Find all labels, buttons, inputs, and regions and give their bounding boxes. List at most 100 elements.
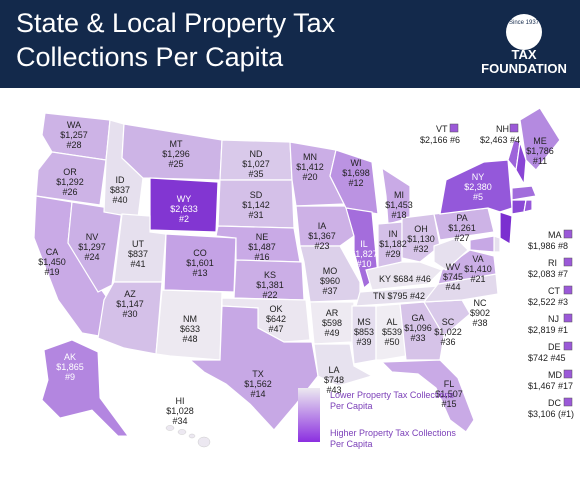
state-MA: [511, 185, 537, 201]
state-rank-ut: #41: [130, 259, 145, 269]
state-rank-nm: #48: [182, 334, 197, 344]
tax-foundation-logo: Since 1937 TAX FOUNDATION: [476, 14, 572, 78]
state-name-al: AL: [386, 317, 397, 327]
state-name-wy: WY: [177, 194, 192, 204]
state-AK: [41, 339, 129, 437]
state-rank-fl: #15: [441, 399, 456, 409]
page-title: State & Local Property Tax Collections P…: [16, 6, 396, 74]
small-state-name-ri: RI: [548, 258, 557, 268]
state-AZ: [97, 281, 163, 355]
state-value-az: $1,147: [116, 299, 144, 309]
state-VA: [437, 249, 497, 285]
state-rank-sc: #36: [440, 337, 455, 347]
state-rank-ne: #16: [254, 252, 269, 262]
state-name-co: CO: [193, 248, 207, 258]
state-name-ms: MS: [357, 317, 371, 327]
state-WY: [149, 177, 219, 233]
state-value-sd: $1,142: [242, 200, 270, 210]
state-rank-wy: #2: [179, 214, 189, 224]
logo-text: TAX FOUNDATION: [481, 47, 567, 76]
state-rank-ga: #33: [410, 333, 425, 343]
small-state-labels: VT$2,166 #6 NH$2,463 #4 MA$1,986 #8 RI$2,08…: [420, 123, 574, 419]
state-value-ny: $2,380: [464, 182, 492, 192]
small-state-value-dc: $3,106 (#1): [528, 409, 574, 419]
state-OR: [35, 151, 107, 206]
state-NY: [439, 159, 513, 215]
state-MS: [351, 305, 377, 365]
state-rank-mt: #25: [168, 159, 183, 169]
state-GA: [399, 301, 445, 361]
state-value-va: $1,410: [464, 264, 492, 274]
state-name-ks: KS: [264, 270, 276, 280]
legend-high-line2: Per Capita: [330, 439, 373, 449]
small-state-value-ri: $2,083 #7: [528, 269, 568, 279]
state-name-ut: UT: [132, 239, 144, 249]
legend-low-line2: Per Capita: [330, 401, 373, 411]
state-name-ny: NY: [472, 172, 485, 182]
state-name-or: OR: [63, 167, 77, 177]
state-name-il: IL: [360, 239, 368, 249]
small-state-swatch-ri: [563, 257, 573, 267]
state-LA: [313, 343, 374, 387]
state-name-nv: NV: [86, 232, 99, 242]
state-MT: [121, 123, 223, 181]
state-value-ne: $1,487: [248, 242, 276, 252]
state-rank-ia: #23: [314, 241, 329, 251]
small-state-name-nh: NH: [496, 124, 509, 134]
state-name-sd: SD: [250, 190, 263, 200]
us-map: WA $1,257 #28 OR $1,292 #26 CA $1,450 #19 NV $1,29…: [0, 88, 580, 482]
state-value-nv: $1,297: [78, 242, 106, 252]
state-rank-ok: #47: [268, 324, 283, 334]
state-rank-ny: #5: [473, 192, 483, 202]
state-value-me: $1,786: [526, 146, 554, 156]
state-rank-al: #50: [384, 337, 399, 347]
state-rank-il: #10: [356, 259, 371, 269]
small-state-name-dc: DC: [548, 398, 561, 408]
state-value-mi: $1,453: [385, 200, 413, 210]
state-value-hi: $1,028: [166, 406, 194, 416]
state-value-mt: $1,296: [162, 149, 190, 159]
state-name-ok: OK: [269, 304, 282, 314]
state-rank-nc: #38: [472, 318, 487, 328]
state-label-tn: TN $795 #42: [373, 291, 425, 301]
state-rank-wi: #12: [348, 178, 363, 188]
small-state-value-de: $742 #45: [528, 353, 566, 363]
state-rank-co: #13: [192, 268, 207, 278]
legend-gradient: [298, 388, 320, 442]
state-rank-ca: #19: [44, 267, 59, 277]
legend-high-line1: Higher Property Tax Collections: [330, 428, 456, 438]
state-name-az: AZ: [124, 289, 136, 299]
state-MD: [469, 235, 495, 253]
state-rank-ks: #22: [262, 290, 277, 300]
state-rank-az: #30: [122, 309, 137, 319]
state-value-ms: $853: [354, 327, 374, 337]
small-state-value-nj: $2,819 #1: [528, 325, 568, 335]
state-name-me: ME: [533, 136, 547, 146]
state-rank-hi: #34: [172, 416, 187, 426]
state-rank-ms: #39: [356, 337, 371, 347]
state-rank-id: #40: [112, 195, 127, 205]
state-value-la: $748: [324, 375, 344, 385]
state-value-ga: $1,096: [404, 323, 432, 333]
small-state-value-nh: $2,463 #4: [480, 135, 520, 145]
state-rank-mn: #20: [302, 172, 317, 182]
small-state-swatch-nj: [563, 313, 573, 323]
state-OH: [401, 213, 441, 263]
state-value-wy: $2,633: [170, 204, 198, 214]
state-name-sc: SC: [442, 317, 455, 327]
state-name-wa: WA: [67, 120, 81, 130]
small-state-swatch-de: [563, 341, 573, 351]
state-value-il: $1,827: [350, 249, 378, 259]
logo-seal-text: Since 1937: [508, 20, 540, 26]
state-value-co: $1,601: [186, 258, 214, 268]
small-state-value-md: $1,467 #17: [528, 381, 573, 391]
state-name-nm: NM: [183, 314, 197, 324]
legend-low-line1: Lower Property Tax Collections: [330, 390, 454, 400]
state-ME: [519, 107, 561, 171]
small-state-swatch-dc: [563, 397, 573, 407]
state-name-fl: FL: [444, 379, 455, 389]
state-labels: WA$1,257#28OR$1,292#26CA$1,450#19NV$1,29…: [38, 120, 554, 426]
state-HI: [165, 425, 211, 448]
state-FL: [380, 359, 475, 433]
state-name-wi: WI: [351, 158, 362, 168]
